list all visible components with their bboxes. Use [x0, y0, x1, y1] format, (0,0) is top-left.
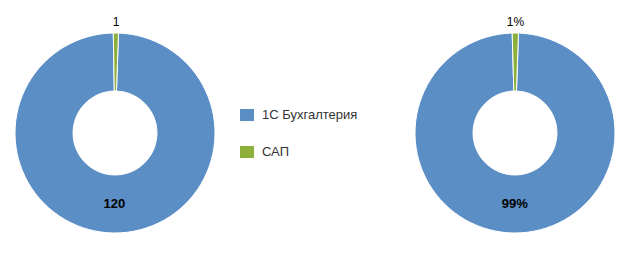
svg-text:120: 120: [104, 196, 126, 211]
html-text:САП: САП: [262, 144, 289, 159]
html-text:1С Бухгалтерия: 1С Бухгалтерия: [262, 107, 358, 122]
svg-text:1%: 1%: [507, 15, 525, 29]
svg-text:99%: 99%: [502, 196, 528, 211]
svg-text:1: 1: [113, 15, 120, 29]
